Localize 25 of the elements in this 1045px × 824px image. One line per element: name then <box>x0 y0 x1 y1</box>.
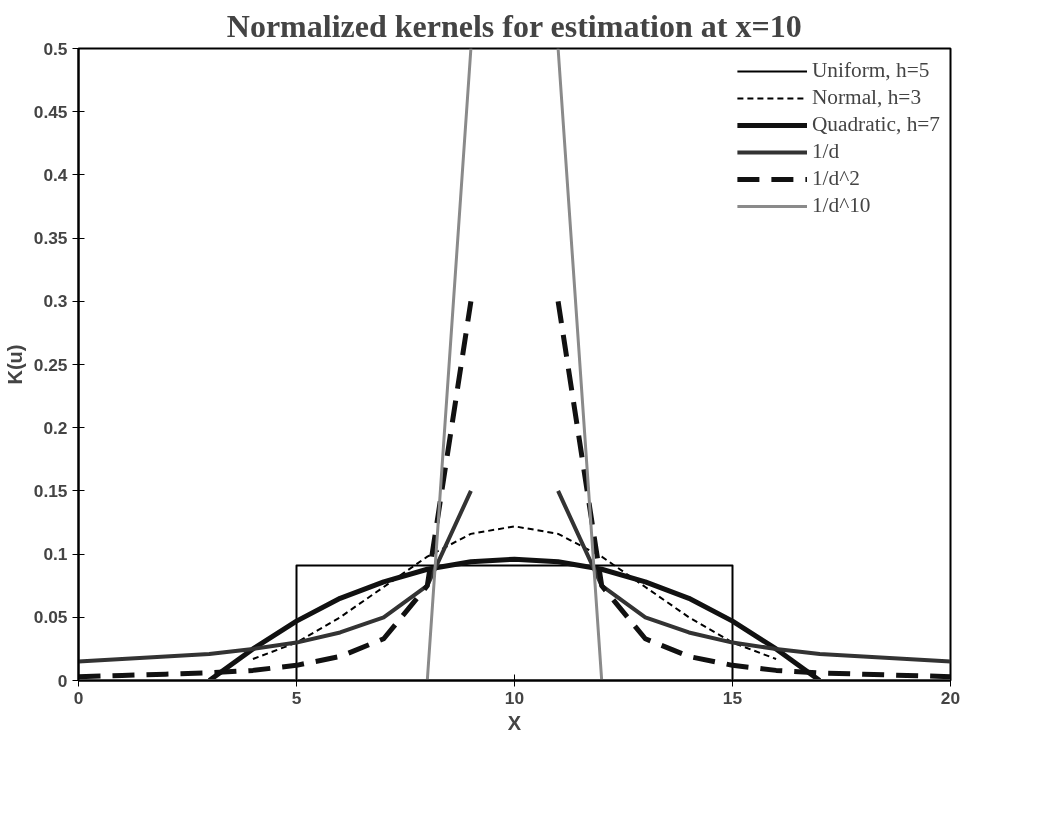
legend-label: Normal, h=3 <box>811 85 922 110</box>
x-tick-label: 5 <box>291 687 302 708</box>
y-tick-label: 0.45 <box>33 101 68 122</box>
legend-label: Uniform, h=5 <box>811 58 930 83</box>
y-tick-label: 0.05 <box>33 607 68 628</box>
y-tick-label: 0 <box>57 670 68 691</box>
y-tick-label: 0.1 <box>43 544 68 565</box>
legend-label: 1/d <box>811 139 840 164</box>
chart-title: Normalized kernels for estimation at x=10 <box>226 7 802 44</box>
y-tick-label: 0.3 <box>43 291 68 312</box>
x-tick-label: 10 <box>504 687 525 708</box>
y-tick-label: 0.5 <box>43 38 68 59</box>
y-tick-label: 0.15 <box>33 480 68 501</box>
x-tick-label: 20 <box>940 687 961 708</box>
y-tick-label: 0.25 <box>33 354 68 375</box>
legend-label: 1/d^2 <box>811 166 860 191</box>
x-tick-label: 0 <box>73 687 84 708</box>
x-tick-label: 15 <box>722 687 743 708</box>
legend-label: Quadratic, h=7 <box>811 112 940 137</box>
y-tick-label: 0.2 <box>43 417 68 438</box>
y-tick-label: 0.4 <box>43 164 68 185</box>
y-axis-title: K(u) <box>3 344 26 385</box>
legend-label: 1/d^10 <box>811 193 871 218</box>
y-tick-label: 0.35 <box>33 228 68 249</box>
x-axis-title: X <box>507 711 522 734</box>
